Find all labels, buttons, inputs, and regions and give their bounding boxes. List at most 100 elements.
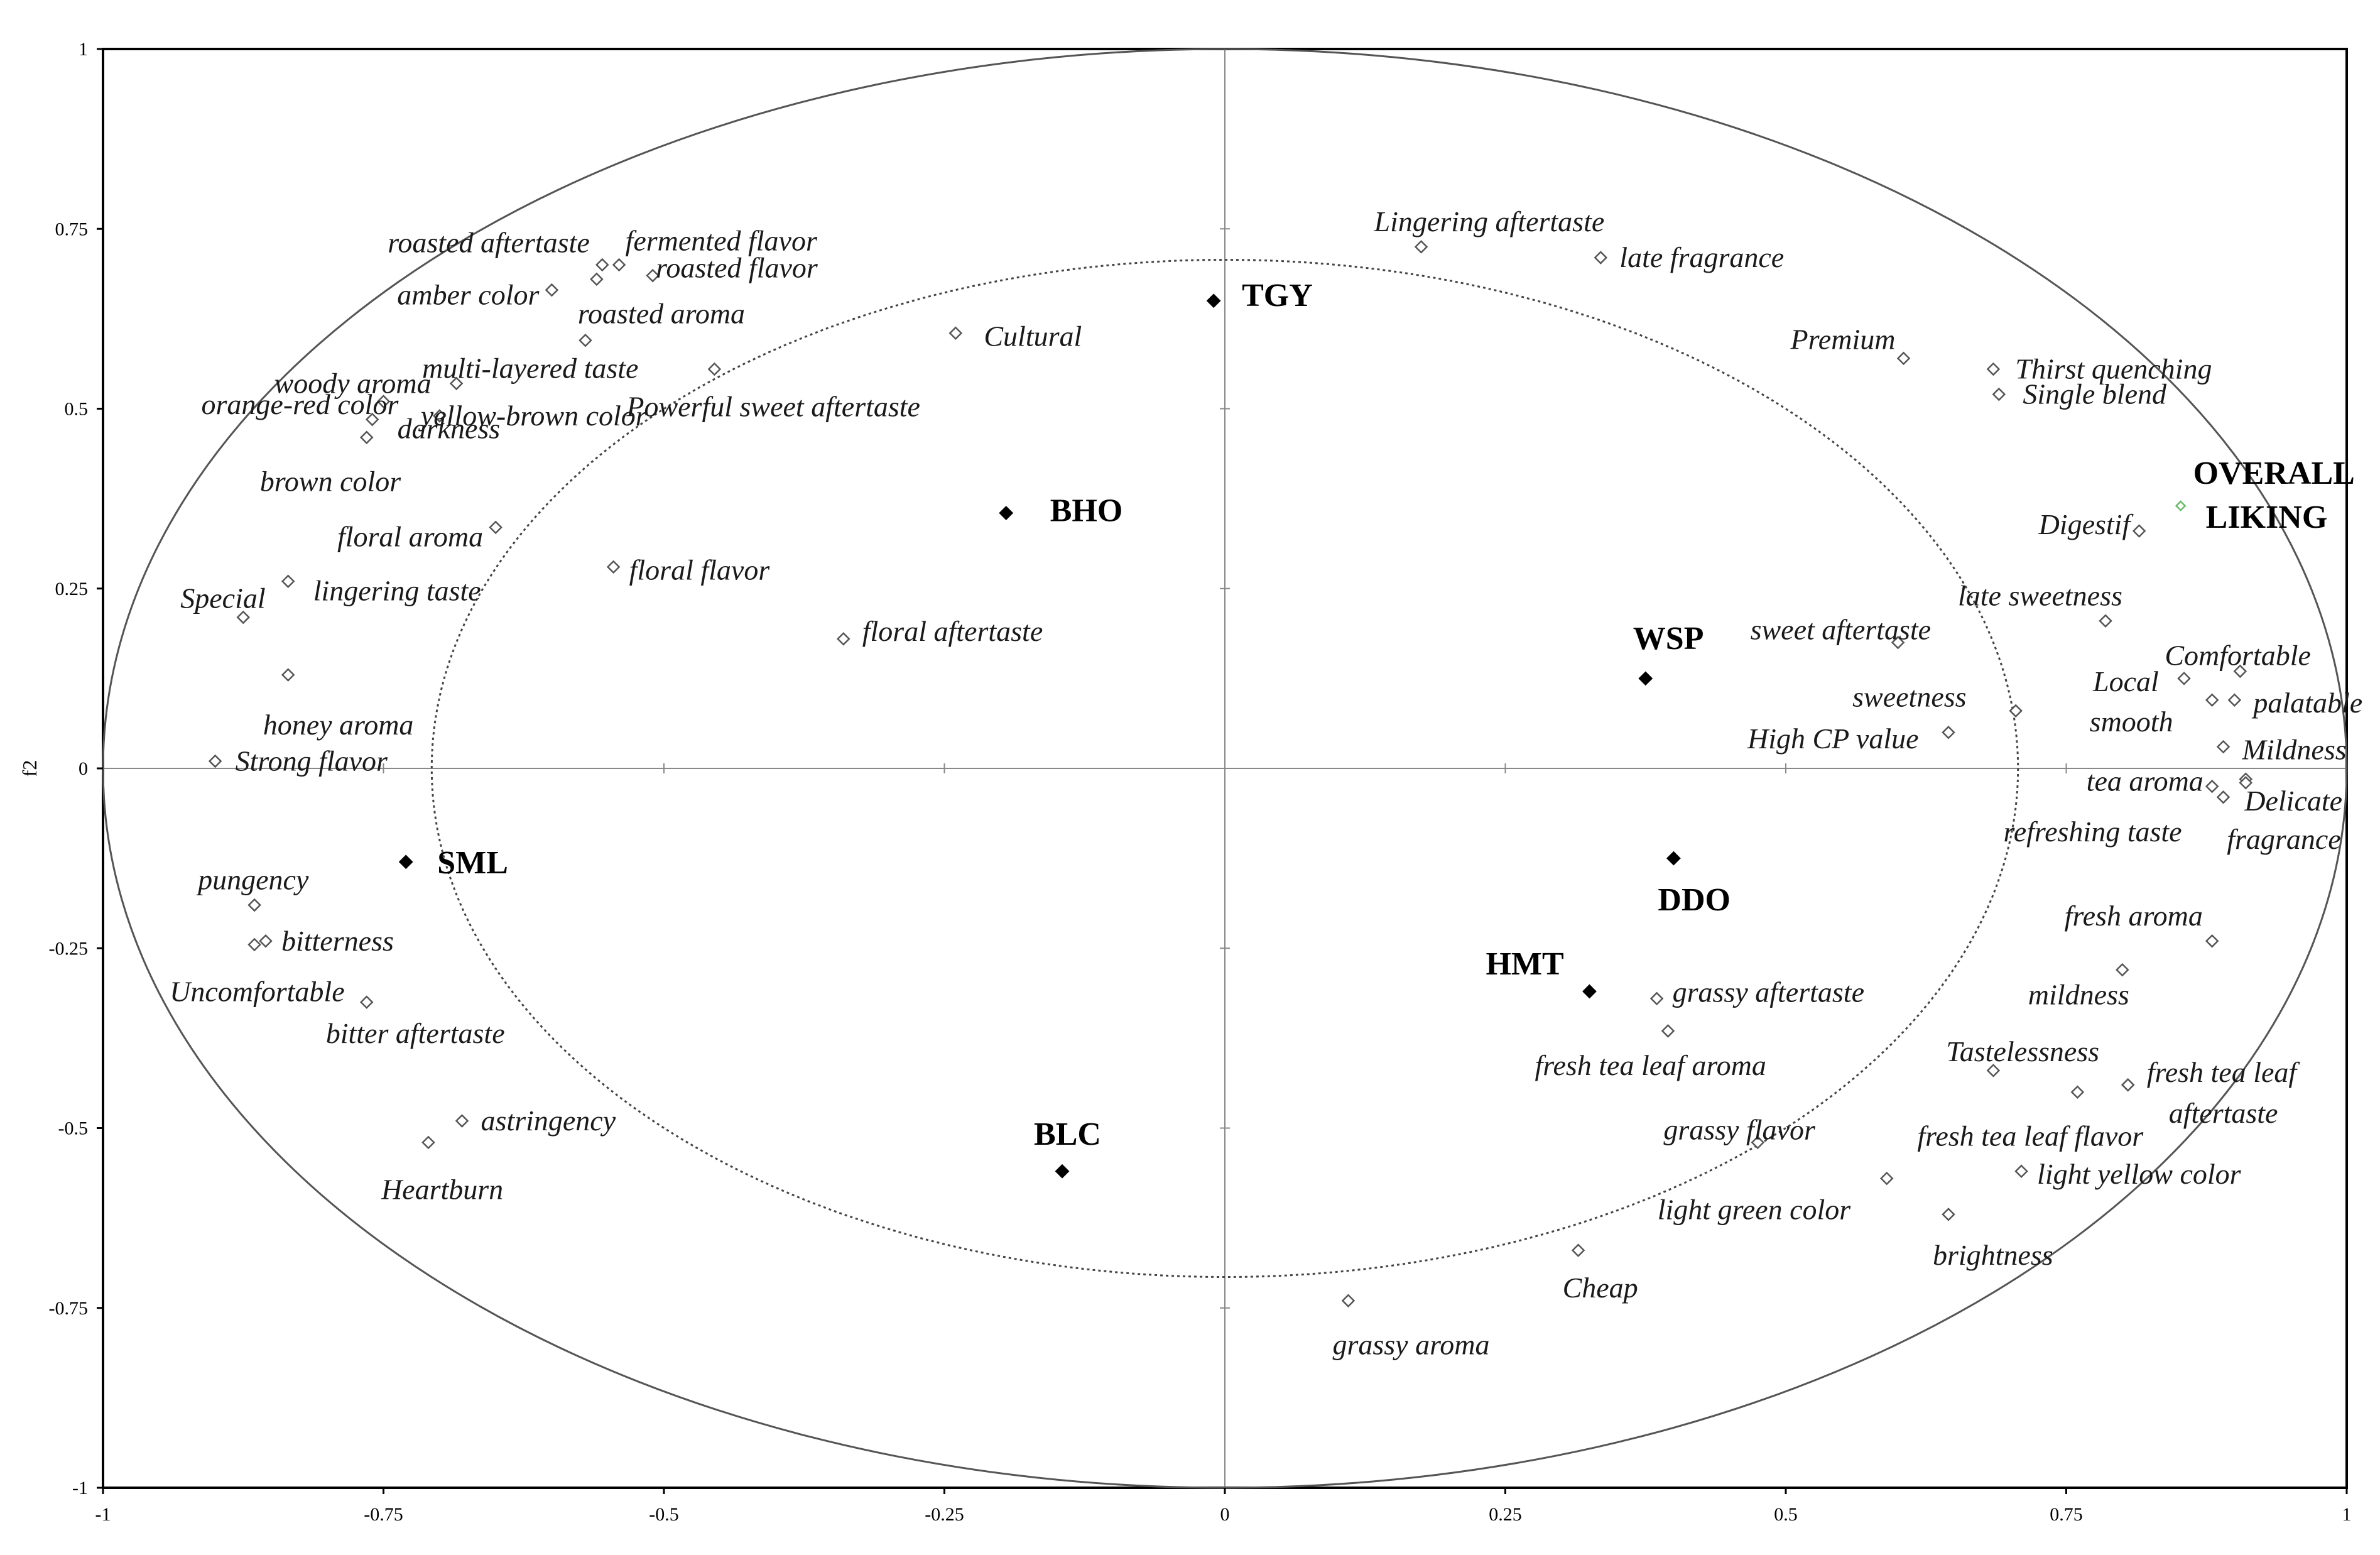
attribute-points: roasted aftertaste fermented flavorroaste… (170, 205, 2362, 1360)
attribute-marker (1661, 1024, 1675, 1038)
attribute-label: fresh tea leaf (2147, 1056, 2301, 1088)
attribute-marker (1879, 1171, 1894, 1186)
overall-liking-label-line1: OVERALL (2193, 456, 2355, 491)
attribute-label: brightness (1933, 1239, 2053, 1271)
attribute-label: mildness (2028, 979, 2129, 1011)
attribute-marker (2116, 963, 2129, 977)
attribute-label: Local (2092, 665, 2159, 697)
tick-labels: -1 -0.75 -0.5 -0.25 0 0.25 0.5 0.75 1 1 0.75 0.5 0.2… (49, 39, 2352, 1525)
attribute-label: floral flavor (629, 554, 771, 586)
attribute-label: grassy flavor (1663, 1113, 1816, 1145)
product-label: TGY (1242, 278, 1313, 314)
attribute-marker (2132, 524, 2146, 538)
attribute-marker (1942, 725, 1955, 739)
attribute-marker (259, 934, 273, 948)
attribute-marker (836, 632, 850, 646)
attribute-label: yellow-brown color (418, 400, 648, 432)
attribute-marker (948, 326, 963, 341)
attribute-label: fresh aroma (2065, 900, 2203, 932)
x-tick-label: 0.25 (1489, 1504, 1522, 1525)
product-marker (398, 854, 413, 870)
attribute-label: pungency (196, 864, 309, 896)
product-marker (1582, 984, 1597, 999)
attribute-marker (247, 937, 261, 952)
attribute-label: Strong flavor (236, 745, 388, 777)
attribute-marker (2177, 672, 2191, 685)
attribute-label: roasted flavor (656, 252, 818, 284)
attribute-marker (208, 754, 222, 768)
attribute-marker (281, 668, 295, 682)
attribute-marker (2216, 739, 2231, 754)
attribute-marker (281, 574, 295, 589)
attribute-label: light yellow color (2037, 1158, 2242, 1190)
attribute-marker (2233, 664, 2247, 679)
attribute-marker (489, 520, 503, 535)
attribute-marker (2014, 1164, 2028, 1178)
y-tick-label: -0.5 (58, 1118, 89, 1139)
x-tick-label: -1 (95, 1504, 111, 1525)
attribute-label: fragrance (2227, 823, 2340, 855)
attribute-marker (359, 995, 374, 1009)
attribute-marker (359, 430, 374, 445)
attribute-label: Heartburn (381, 1173, 503, 1205)
attribute-marker (1751, 1135, 1765, 1150)
attribute-marker (579, 333, 592, 347)
attribute-label: roasted aftertaste (388, 227, 590, 259)
overall-liking-group: OVERALL LIKING (2175, 456, 2355, 535)
y-tick-label: 1 (79, 39, 88, 60)
attribute-label: Comfortable (2165, 639, 2311, 671)
attribute-label: bitter aftertaste (326, 1017, 505, 1049)
product-marker (1638, 671, 1653, 686)
attribute-label: orange-red color (202, 388, 399, 420)
attribute-marker (2205, 934, 2219, 948)
product-marker (1055, 1164, 1070, 1179)
attribute-label: woody aroma (274, 367, 432, 399)
product-label: BHO (1050, 493, 1123, 529)
attribute-label: Special (180, 582, 265, 614)
x-tick-label: 0.75 (2050, 1504, 2083, 1525)
attribute-label: light green color (1658, 1194, 1852, 1226)
product-label: SML (437, 845, 508, 881)
attribute-marker (1594, 251, 1608, 265)
attribute-label: Cheap (1563, 1272, 1638, 1304)
attribute-marker (1986, 362, 2001, 376)
attribute-marker (1942, 1208, 1955, 1221)
y-tick-label: 0.25 (55, 579, 89, 599)
attribute-marker (2227, 693, 2242, 707)
product-label: HMT (1486, 946, 1563, 982)
attribute-marker (376, 395, 391, 408)
x-tick-label: 0.5 (1774, 1504, 1798, 1525)
attribute-marker (247, 898, 261, 912)
product-points: TGY BHO WSP SML DDO HMT BLC (398, 278, 1731, 1179)
y-tick-label: -1 (72, 1478, 88, 1498)
inner-circle (430, 258, 2019, 1279)
attribute-marker (2205, 693, 2219, 707)
attribute-label: Lingering aftertaste (1374, 205, 1605, 237)
x-tick-label: -0.5 (649, 1504, 679, 1525)
attribute-label: darkness (398, 413, 501, 445)
attribute-marker (1414, 240, 1428, 254)
attribute-marker (2216, 790, 2231, 804)
x-tick-label: -0.75 (364, 1504, 403, 1525)
attribute-marker (2205, 779, 2219, 794)
product-label: BLC (1034, 1116, 1101, 1152)
attribute-label: fresh tea leaf flavor (1917, 1120, 2144, 1152)
attribute-label: Premium (1790, 323, 1896, 355)
attribute-marker (433, 409, 447, 423)
attribute-label: sweetness (1852, 680, 1966, 712)
attribute-label: smooth (2090, 706, 2173, 738)
attribute-marker (365, 412, 379, 427)
attribute-label: late fragrance (1619, 241, 1784, 273)
y-tick-label: 0 (79, 758, 88, 779)
attribute-marker (590, 272, 604, 286)
attribute-label: refreshing taste (2004, 816, 2182, 848)
attribute-marker (1891, 635, 1905, 650)
axes-layer (102, 48, 2347, 1488)
attribute-marker (646, 268, 660, 283)
attribute-marker (236, 610, 251, 625)
attribute-label: Cultural (984, 320, 1082, 352)
attribute-label: Powerful sweet aftertaste (626, 391, 920, 423)
attribute-marker (707, 362, 722, 376)
y-axis-title: f2 (18, 760, 41, 777)
